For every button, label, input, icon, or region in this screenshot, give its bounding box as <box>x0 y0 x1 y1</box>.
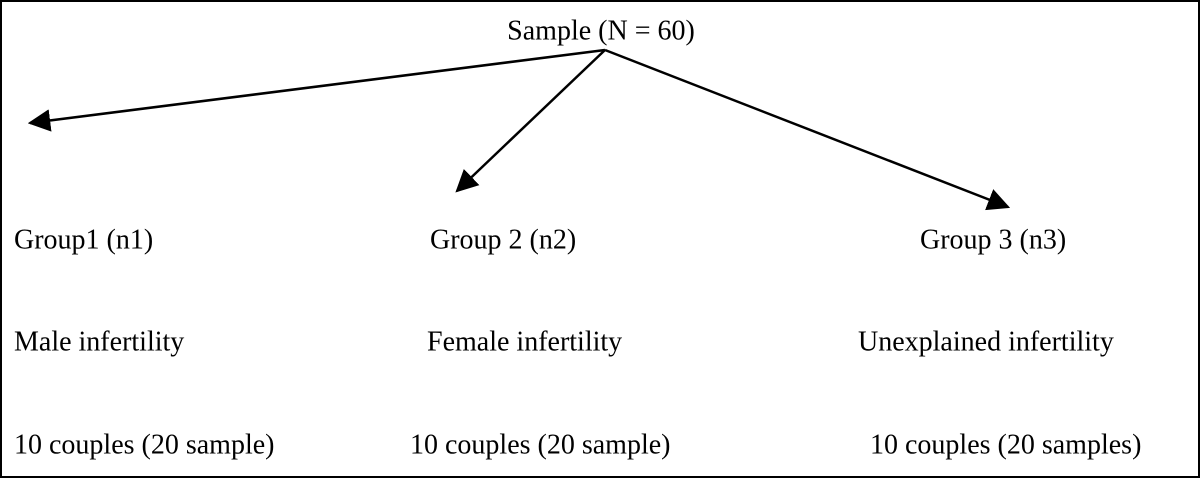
group-title: Group 2 (n2) <box>430 224 576 255</box>
group-count: 10 couples (20 sample) <box>410 429 671 460</box>
group-count: 10 couples (20 sample) <box>14 429 275 460</box>
arrow <box>27 48 606 132</box>
group-type: Female infertility <box>427 326 622 357</box>
arrow <box>455 49 606 193</box>
group-title: Group 3 (n3) <box>920 224 1066 255</box>
group-title: Group1 (n1) <box>14 224 153 255</box>
group-count: 10 couples (20 samples) <box>870 429 1141 460</box>
arrows <box>27 48 1011 211</box>
group-type: Unexplained infertility <box>858 326 1114 357</box>
group-type: Male infertility <box>14 326 184 357</box>
root-label: Sample (N = 60) <box>507 15 695 46</box>
arrow <box>604 48 1011 211</box>
